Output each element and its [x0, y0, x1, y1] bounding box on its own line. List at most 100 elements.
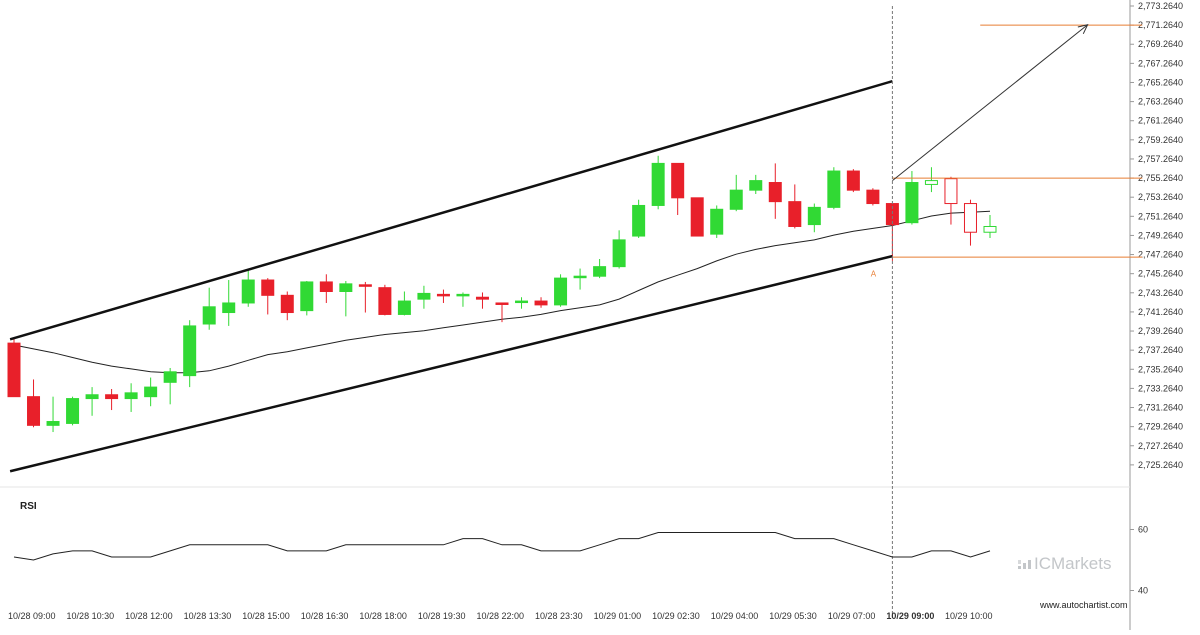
candle: [222, 280, 236, 326]
candle-body: [749, 180, 763, 191]
candle: [319, 274, 333, 303]
time-tick-label: 10/29 04:00: [711, 611, 759, 621]
candle-body: [222, 302, 236, 314]
axes-layer: [0, 0, 1131, 630]
time-tick-label: 10/28 09:00: [8, 611, 56, 621]
candle-body: [202, 306, 216, 325]
candle: [46, 396, 60, 433]
candle-body: [27, 396, 41, 426]
candle-body: [475, 296, 489, 300]
time-tick-label: 10/29 05:30: [769, 611, 817, 621]
candle: [475, 292, 489, 309]
price-tick-label: 2,773.2640: [1138, 1, 1183, 11]
forecast-arrow-head: [1077, 24, 1089, 35]
candle-body: [671, 162, 685, 199]
candle-body: [788, 201, 802, 227]
candle: [632, 199, 646, 238]
candle-body: [319, 281, 333, 292]
site-url: www.autochartist.com: [1039, 600, 1128, 610]
candle: [105, 389, 119, 411]
price-tick-label: 2,765.2640: [1138, 77, 1183, 87]
price-tick-label: 2,731.2640: [1138, 403, 1183, 413]
candle-body: [300, 281, 314, 312]
candle-body: [768, 182, 782, 203]
candle: [788, 184, 802, 229]
candle: [846, 169, 860, 193]
candle-body: [807, 206, 821, 226]
candle: [339, 280, 353, 317]
time-tick-label: 10/29 07:00: [828, 611, 876, 621]
price-tick-label: 2,749.2640: [1138, 230, 1183, 240]
candle: [924, 167, 938, 193]
candle: [261, 278, 275, 315]
candle: [417, 285, 431, 309]
price-tick-label: 2,739.2640: [1138, 326, 1183, 336]
candle: [358, 281, 372, 313]
rsi-line: [13, 532, 991, 561]
price-tick-label: 2,755.2640: [1138, 173, 1183, 183]
candle: [300, 280, 314, 316]
candle-body: [7, 342, 21, 398]
candle-body: [183, 325, 197, 377]
candle: [944, 176, 958, 225]
time-tick-label: 10/29 02:30: [652, 611, 700, 621]
candle-body: [534, 300, 548, 306]
candle-body: [163, 371, 177, 383]
candle: [963, 199, 977, 246]
candle-body: [339, 283, 353, 292]
moving-average-line: [13, 210, 991, 374]
price-tick-label: 2,761.2640: [1138, 116, 1183, 126]
candle: [27, 379, 41, 428]
candle-body: [827, 170, 841, 208]
candle-body: [378, 287, 392, 315]
time-tick-label: 10/28 18:00: [359, 611, 407, 621]
time-tick-label: 10/28 23:30: [535, 611, 583, 621]
candle-body: [515, 300, 529, 304]
candle: [651, 155, 665, 210]
candle: [866, 188, 880, 206]
candle-body: [593, 266, 607, 277]
candle-body: [241, 279, 255, 304]
candle: [573, 268, 587, 290]
candle: [768, 163, 782, 219]
candle-body: [710, 208, 724, 235]
time-tick-label: 10/29 01:00: [594, 611, 642, 621]
brand-name: ICMarkets: [1034, 554, 1111, 573]
price-tick-label: 2,753.2640: [1138, 192, 1183, 202]
candle: [163, 367, 177, 405]
price-tick-label: 2,769.2640: [1138, 39, 1183, 49]
candle-body: [280, 294, 294, 314]
rsi-panel: RSI 60 40: [13, 501, 1148, 596]
candle-body: [944, 178, 958, 205]
price-tick-label: 2,725.2640: [1138, 460, 1183, 470]
rsi-title: RSI: [20, 501, 37, 512]
candle: [554, 274, 568, 307]
candle: [495, 302, 509, 323]
candle: [710, 205, 724, 238]
candle-body: [261, 279, 275, 296]
candle: [397, 291, 411, 316]
candle-body: [124, 392, 138, 400]
candle-body: [924, 180, 938, 185]
point-marker-label: A: [871, 270, 877, 279]
time-tick-label: 10/28 10:30: [67, 611, 115, 621]
candle: [593, 258, 607, 279]
candle-body: [573, 275, 587, 279]
time-tick-label: 10/28 22:00: [476, 611, 524, 621]
candle-body: [632, 204, 646, 237]
candle-body: [436, 293, 450, 297]
candle: [749, 174, 763, 194]
price-tick-label: 2,751.2640: [1138, 211, 1183, 221]
candle-body: [866, 189, 880, 205]
candle: [515, 297, 529, 309]
price-tick-label: 2,727.2640: [1138, 441, 1183, 451]
candle-body: [66, 398, 80, 424]
candle: [124, 383, 138, 412]
price-tick-label: 2,741.2640: [1138, 307, 1183, 317]
candle-body: [905, 182, 919, 224]
candle: [436, 289, 450, 303]
candle-body: [690, 197, 704, 237]
time-axis-ticks: 10/28 09:00 10/28 10:30 10/28 12:00 10/28 1…: [8, 611, 993, 621]
price-tick-label: 2,737.2640: [1138, 345, 1183, 355]
